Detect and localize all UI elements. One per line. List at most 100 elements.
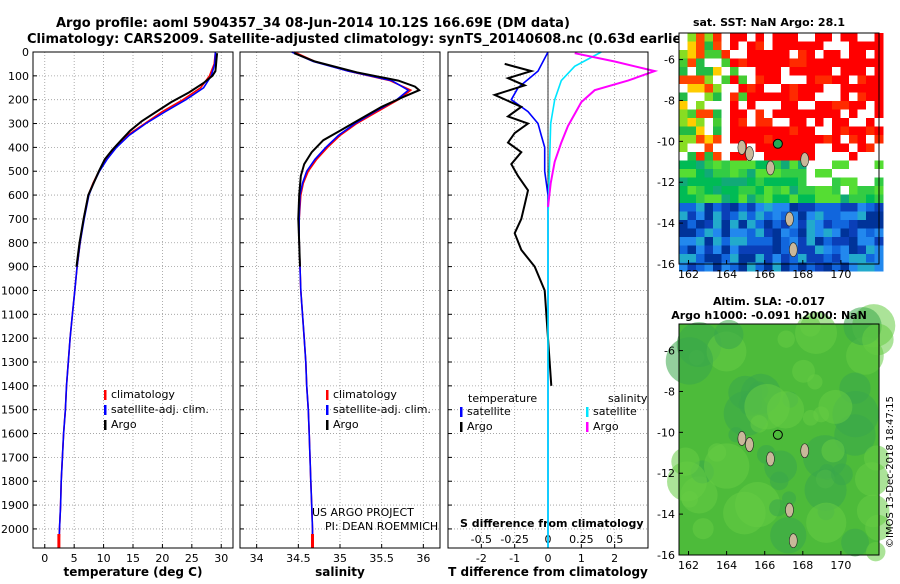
sst-cell (772, 237, 782, 246)
sst-cell (823, 262, 833, 272)
map-y-tick-label: -16 (657, 549, 675, 562)
sst-cell (781, 33, 790, 42)
sst-cell (679, 126, 688, 136)
sst-cell (866, 67, 875, 76)
sst-cell (755, 50, 765, 59)
sst-cell (721, 33, 731, 42)
bottom-marker (57, 534, 61, 548)
sst-cell (687, 67, 697, 76)
sst-cell (849, 75, 858, 85)
sst-cell (781, 254, 790, 263)
sst-cell (687, 75, 697, 85)
map-x-tick-label: 166 (754, 268, 775, 281)
sst-cell (687, 228, 697, 238)
y-tick-label: 1100 (1, 308, 29, 321)
sst-cell (840, 194, 850, 204)
sst-cell (849, 58, 858, 68)
island-shape (737, 431, 747, 446)
sst-cell (840, 135, 850, 144)
sst-cell (747, 109, 756, 119)
sst-cell (823, 84, 833, 93)
sst-cell (696, 228, 705, 238)
sst-cell (798, 75, 807, 85)
sst-cell (679, 75, 688, 85)
sst-cell (704, 118, 714, 127)
sst-cell (730, 101, 739, 110)
sst-cell (764, 33, 773, 42)
sst-cell (823, 67, 833, 76)
sst-cell (832, 194, 841, 204)
sst-cell (815, 169, 824, 178)
sst-cell (815, 194, 824, 204)
sst-cell (832, 126, 841, 136)
sst-cell (849, 109, 858, 119)
sst-cell (696, 67, 705, 76)
sst-cell (738, 186, 748, 195)
sst-cell (840, 186, 850, 195)
sst-cell (789, 33, 799, 42)
sst-cell (721, 254, 731, 263)
sst-cell (687, 118, 697, 127)
sst-cell (696, 177, 705, 187)
sst-cell (781, 84, 790, 93)
island-shape (785, 211, 794, 227)
sst-cell (772, 41, 782, 51)
sst-cell (857, 186, 867, 195)
sst-cell (764, 109, 773, 119)
sst-cell (704, 245, 714, 255)
sst-cell (772, 92, 782, 102)
sst-cell (815, 84, 824, 93)
sst-cell (730, 67, 739, 76)
sst-cell (679, 50, 688, 59)
sst-cell (764, 203, 773, 212)
sst-cell (857, 194, 867, 204)
sst-cell (849, 254, 858, 263)
sst-cell (798, 50, 807, 59)
sst-cell (832, 245, 841, 255)
sst-cell (789, 67, 799, 76)
sst-cell (840, 109, 850, 119)
sst-cell (730, 203, 739, 212)
sst-cell (806, 237, 816, 246)
sst-cell (789, 262, 799, 272)
sst-cell (730, 109, 739, 119)
sst-cell (772, 245, 782, 255)
legend-swatch (460, 422, 463, 432)
sst-cell (832, 135, 841, 144)
sst-cell (679, 254, 688, 263)
sst-cell (815, 220, 824, 229)
sst-map: 162 164 166 168 170 -6 -8 -10 -12 -14 -16 sat. SST:… (657, 16, 884, 281)
sst-cell (849, 33, 858, 42)
map-frame (678, 32, 880, 265)
sst-cell (815, 203, 824, 212)
sst-cell (866, 41, 875, 51)
sst-cell (696, 33, 705, 42)
sst-cell (704, 41, 714, 51)
sst-cell (798, 194, 807, 204)
sst-cell (713, 135, 722, 144)
sst-cell (738, 126, 748, 136)
sst-cell (789, 194, 799, 204)
sst-cell (789, 101, 799, 110)
sst-cell (738, 41, 748, 51)
sst-cell (696, 254, 705, 263)
pi-label: PI: DEAN ROEMMICH (325, 520, 438, 533)
sst-cell (781, 126, 790, 136)
sst-cell (738, 203, 748, 212)
sst-cell (849, 211, 858, 221)
sst-cell (823, 245, 833, 255)
sst-cell (798, 203, 807, 212)
sst-cell (789, 143, 799, 153)
sst-cell (713, 177, 722, 187)
sst-cell (781, 194, 790, 204)
sst-cell (679, 109, 688, 119)
sst-cell (764, 126, 773, 136)
legend-swatch (586, 422, 589, 432)
sst-cell (721, 50, 731, 59)
sst-cell (696, 186, 705, 195)
sst-cell (704, 237, 714, 246)
sst-cell (721, 135, 731, 144)
sst-cell (747, 254, 756, 263)
y-tick-label: 700 (8, 213, 29, 226)
